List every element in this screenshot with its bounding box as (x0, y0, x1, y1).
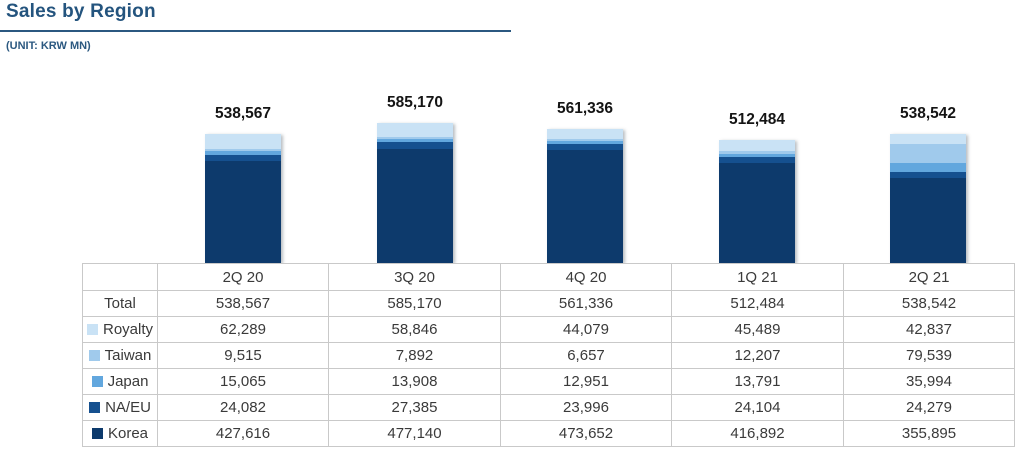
bar-4q-20 (547, 128, 623, 263)
table-cell: 13,791 (671, 368, 844, 395)
bar-total-label: 512,484 (728, 111, 786, 129)
table-cell: 7,892 (328, 342, 501, 369)
bar-segment-na-eu (890, 172, 966, 178)
bar-segment-japan (890, 163, 966, 173)
table-cell: 24,279 (843, 394, 1015, 421)
bar-segment-korea (377, 148, 453, 263)
bar-segment-japan (719, 154, 795, 158)
table-header-row: 2Q 20 3Q 20 4Q 20 1Q 21 2Q 21 (82, 263, 1015, 291)
table-row-korea: Korea 427,616 477,140 473,652 416,892 355,895 (82, 420, 1015, 447)
bar-segment-taiwan (205, 149, 281, 152)
bar-segment-taiwan (719, 151, 795, 155)
bar-segment-royalty (547, 128, 623, 140)
bar-segment-taiwan (377, 137, 453, 139)
table-cell: 6,657 (500, 342, 672, 369)
data-table: 2Q 20 3Q 20 4Q 20 1Q 21 2Q 21 Total 538,567 585… (82, 263, 1015, 447)
table-cell: 58,846 (328, 316, 501, 343)
legend-swatch-taiwan (88, 350, 100, 361)
legend-swatch-japan (91, 376, 103, 387)
bar-segment-royalty (205, 134, 281, 150)
table-cell: 12,207 (671, 342, 844, 369)
table-cell: 427,616 (157, 420, 329, 447)
bar-segment-royalty (719, 140, 795, 152)
bar-2q-21 (890, 134, 966, 263)
bar-segment-korea (547, 149, 623, 263)
row-label-total: Total (82, 290, 158, 317)
table-cell: 477,140 (328, 420, 501, 447)
bar-segment-japan (205, 151, 281, 155)
table-cell: 62,289 (157, 316, 329, 343)
stacked-bar-chart: 538,567 585,170 561,336 512,484 538,542 (205, 94, 966, 263)
table-cell: 416,892 (671, 420, 844, 447)
table-cell: 12,951 (500, 368, 672, 395)
table-cell: 473,652 (500, 420, 672, 447)
bar-segment-korea (890, 177, 966, 263)
table-cell: 13,908 (328, 368, 501, 395)
column-header-2q-21: 2Q 21 (843, 263, 1015, 291)
row-label-japan: Japan (82, 368, 158, 395)
legend-swatch-royalty (86, 324, 98, 335)
bar-segment-taiwan (890, 144, 966, 164)
bar-total-label: 538,542 (899, 105, 957, 123)
bar-segment-royalty (890, 134, 966, 145)
legend-swatch-korea (91, 428, 103, 439)
table-cell: 23,996 (500, 394, 672, 421)
table-corner-cell (82, 263, 158, 291)
table-cell: 27,385 (328, 394, 501, 421)
bar-1q-21 (719, 140, 795, 263)
bar-segment-korea (719, 163, 795, 263)
table-row-na-eu: NA/EU 24,082 27,385 23,996 24,104 24,279 (82, 394, 1015, 421)
bar-3q-20 (377, 123, 453, 263)
table-cell: 79,539 (843, 342, 1015, 369)
column-header-1q-21: 1Q 21 (671, 263, 844, 291)
table-cell: 35,994 (843, 368, 1015, 395)
bar-total-label: 585,170 (386, 94, 444, 111)
row-label-taiwan: Taiwan (82, 342, 158, 369)
table-cell: 45,489 (671, 316, 844, 343)
table-cell: 561,336 (500, 290, 672, 317)
bar-segment-royalty (377, 123, 453, 138)
page-title: Sales by Region (6, 1, 156, 22)
table-cell: 9,515 (157, 342, 329, 369)
table-row-royalty: Royalty 62,289 58,846 44,079 45,489 42,837 (82, 316, 1015, 343)
table-cell: 585,170 (328, 290, 501, 317)
row-label-na-eu: NA/EU (82, 394, 158, 421)
unit-label: (UNIT: KRW MN) (6, 40, 91, 52)
column-header-4q-20: 4Q 20 (500, 263, 672, 291)
title-underline (0, 30, 511, 32)
column-header-2q-20: 2Q 20 (157, 263, 329, 291)
bar-total-label: 561,336 (556, 99, 614, 117)
bar-segment-japan (547, 140, 623, 144)
bar-total-label: 538,567 (214, 105, 272, 123)
bar-segment-japan (377, 138, 453, 143)
row-label-royalty: Royalty (82, 316, 158, 343)
legend-swatch-na-eu (89, 402, 101, 413)
bar-segment-korea (205, 160, 281, 263)
bar-segment-na-eu (377, 142, 453, 149)
table-cell: 15,065 (157, 368, 329, 395)
bar-segment-na-eu (205, 154, 281, 161)
table-cell: 24,104 (671, 394, 844, 421)
table-row-taiwan: Taiwan 9,515 7,892 6,657 12,207 79,539 (82, 342, 1015, 369)
table-row-total: Total 538,567 585,170 561,336 512,484 538,542 (82, 290, 1015, 317)
bar-segment-na-eu (719, 157, 795, 164)
table-cell: 355,895 (843, 420, 1015, 447)
table-cell: 24,082 (157, 394, 329, 421)
table-row-japan: Japan 15,065 13,908 12,951 13,791 35,994 (82, 368, 1015, 395)
table-cell: 42,837 (843, 316, 1015, 343)
table-cell: 512,484 (671, 290, 844, 317)
bar-segment-taiwan (547, 139, 623, 141)
column-header-3q-20: 3Q 20 (328, 263, 501, 291)
row-label-korea: Korea (82, 420, 158, 447)
table-cell: 44,079 (500, 316, 672, 343)
bar-2q-20 (205, 134, 281, 263)
table-cell: 538,567 (157, 290, 329, 317)
table-cell: 538,542 (843, 290, 1015, 317)
bar-segment-na-eu (547, 143, 623, 150)
